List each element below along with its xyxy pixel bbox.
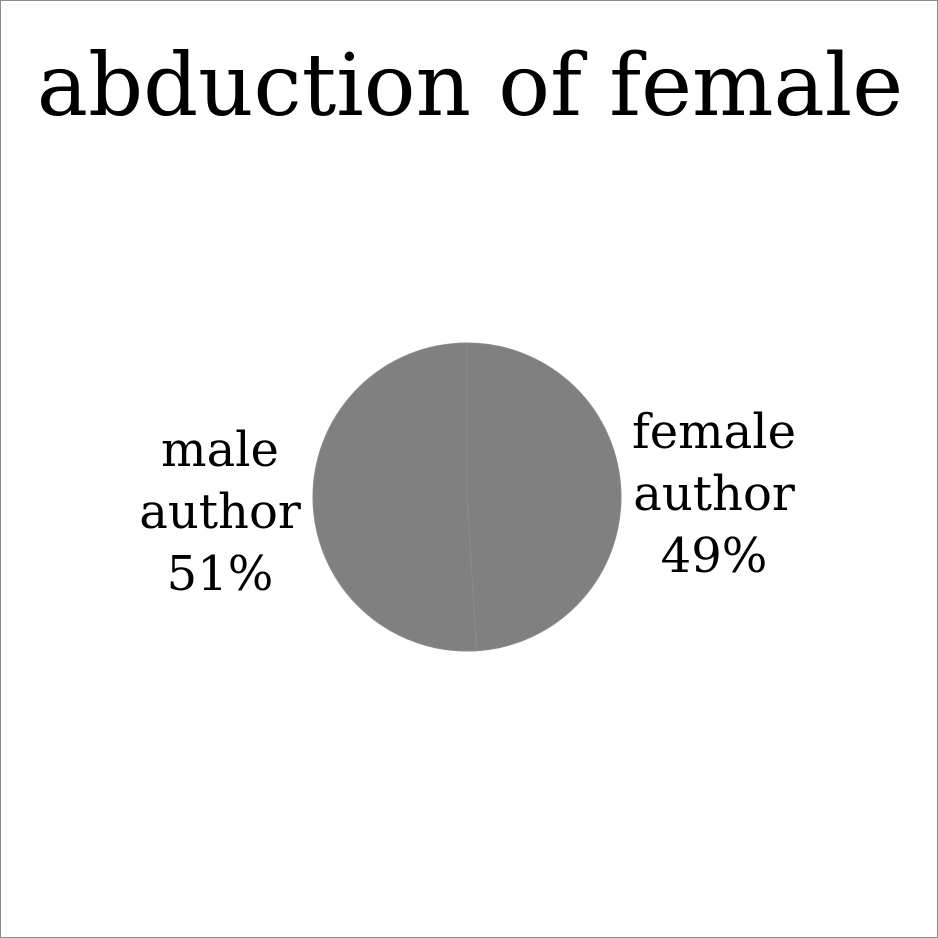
data-label-female-author: female author 49%	[632, 404, 796, 584]
chart-title: abduction of female	[36, 36, 904, 136]
data-label-male-author: male author 51%	[139, 422, 301, 602]
pie-slice-male-author	[312, 342, 478, 652]
pie-slice-female-author	[466, 342, 622, 652]
